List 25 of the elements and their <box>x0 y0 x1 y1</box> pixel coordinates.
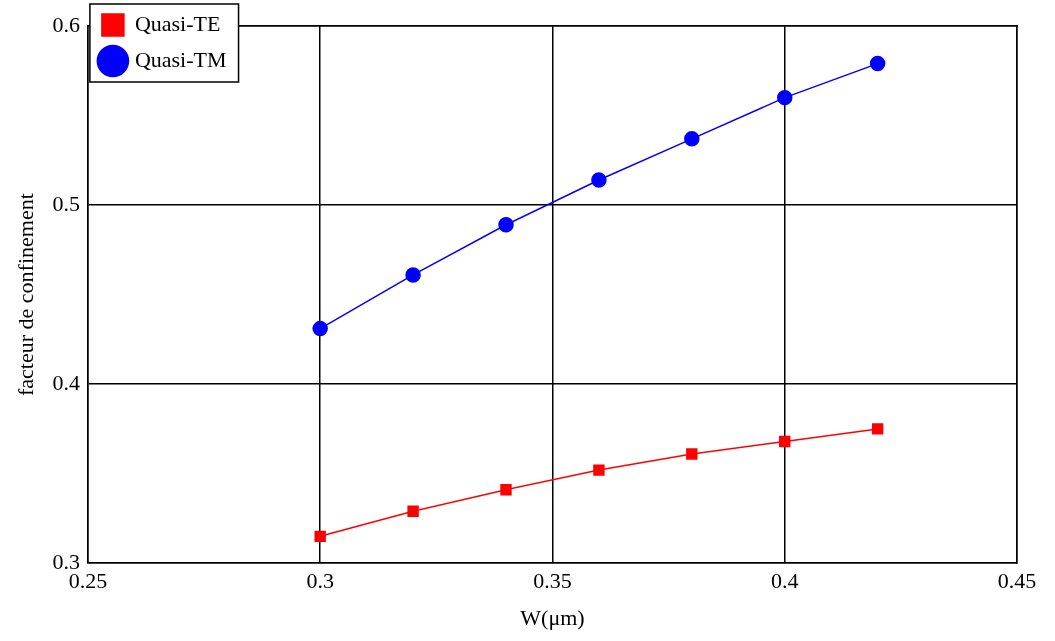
x-tick-label: 0.3 <box>306 568 334 594</box>
point <box>500 484 512 496</box>
y-tick-label: 0.6 <box>52 11 80 37</box>
point <box>498 217 514 233</box>
y-tick-label: 0.4 <box>52 369 80 395</box>
point <box>593 464 605 476</box>
legend-label: Quasi-TE <box>134 10 221 36</box>
point <box>405 267 421 283</box>
point <box>869 55 886 72</box>
x-axis-title: W(μm) <box>520 604 585 630</box>
point <box>314 530 326 543</box>
x-tick-label: 0.4 <box>770 568 799 594</box>
x-tick-label: 0.45 <box>997 568 1037 594</box>
point <box>591 172 607 188</box>
point <box>686 448 698 460</box>
point <box>407 505 419 517</box>
y-axis-title: facteur de confinement <box>12 193 38 396</box>
point <box>684 131 700 147</box>
x-tick-label: 0.35 <box>533 568 572 594</box>
point <box>776 89 793 106</box>
point <box>871 423 884 435</box>
point <box>779 435 791 448</box>
legend-label: Quasi-TM <box>134 46 227 72</box>
y-tick-label: 0.5 <box>52 190 80 216</box>
point <box>312 320 328 337</box>
